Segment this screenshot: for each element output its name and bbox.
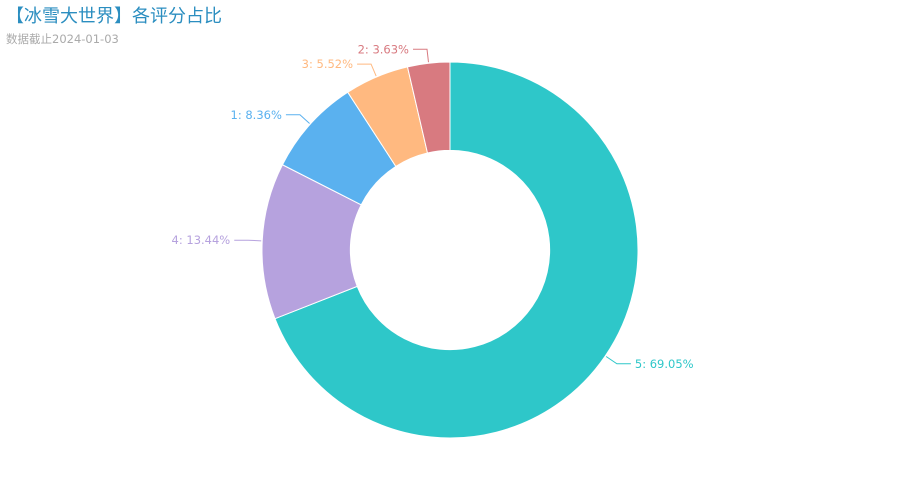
slice-label-2: 2: 3.63% bbox=[358, 42, 409, 56]
donut-labels: 5: 69.05% 4: 13.44% 1: 8.36% 3: 5.52% 2: 3.6… bbox=[172, 42, 694, 370]
leader-line-5 bbox=[605, 356, 631, 365]
chart-subtitle: 数据截止2024-01-03 bbox=[6, 32, 119, 46]
leader-line-3 bbox=[357, 63, 377, 77]
slice-label-4: 4: 13.44% bbox=[172, 233, 231, 247]
slice-label-3: 3: 5.52% bbox=[302, 57, 353, 71]
donut-slices bbox=[261, 61, 639, 439]
chart-title: 【冰雪大世界】各评分占比 bbox=[6, 6, 222, 27]
slice-label-5: 5: 69.05% bbox=[635, 357, 694, 371]
leader-line-1 bbox=[285, 114, 310, 124]
slice-2[interactable] bbox=[406, 61, 451, 154]
leader-line-2 bbox=[413, 48, 429, 63]
slice-label-1: 1: 8.36% bbox=[231, 108, 282, 122]
leader-line-4 bbox=[234, 239, 262, 242]
slice-5[interactable] bbox=[274, 61, 639, 439]
